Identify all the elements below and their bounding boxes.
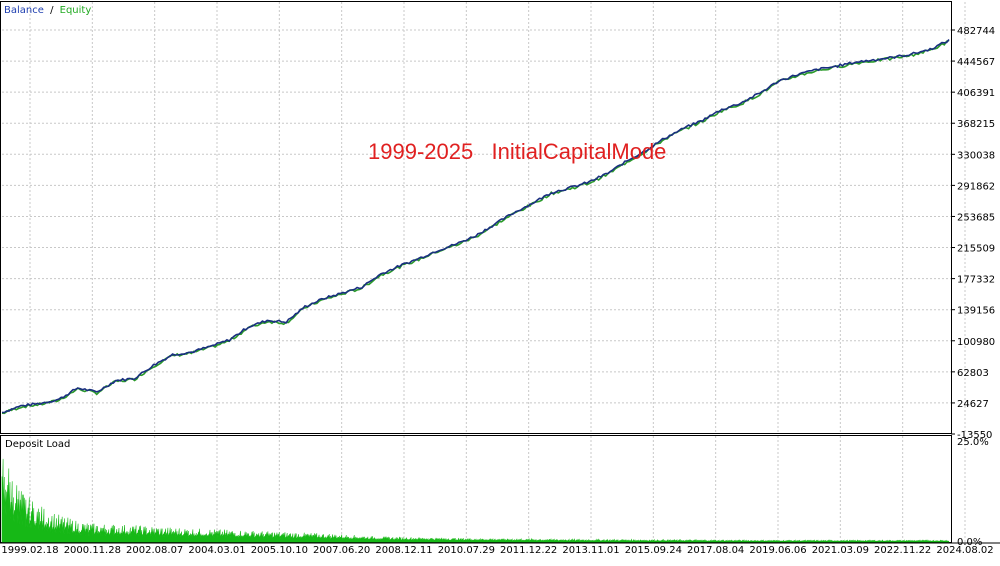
series-balance-line <box>1 39 950 414</box>
y-tick-label: -13550 <box>957 430 992 441</box>
y-tick-label: 368215 <box>957 119 995 130</box>
y-tick-label: 444567 <box>957 57 995 68</box>
legend-separator: / <box>50 5 54 16</box>
x-tick-label: 2015.09.24 <box>625 545 682 556</box>
deposit-load-title: Deposit Load <box>5 439 70 450</box>
y-tick-label: 62803 <box>957 368 989 379</box>
deposit-load-area <box>1 458 950 543</box>
main-panel-frame <box>0 1 952 434</box>
legend-balance: Balance <box>4 5 44 16</box>
x-tick-label: 2000.11.28 <box>64 545 121 556</box>
x-tick-label: 2021.03.09 <box>812 545 869 556</box>
x-tick-label: 2019.06.06 <box>749 545 806 556</box>
x-tick-label: 2002.08.07 <box>126 545 183 556</box>
legend: Balance / Equity <box>4 5 91 16</box>
x-tick-label: 2008.12.11 <box>375 545 432 556</box>
y-tick-label: 100980 <box>957 337 995 348</box>
x-tick-label: 2022.11.22 <box>874 545 931 556</box>
x-tick-label: 2017.08.04 <box>687 545 744 556</box>
y-tick-label: 177332 <box>957 275 995 286</box>
y-tick-label: 406391 <box>957 88 995 99</box>
x-tick-label: 2010.07.29 <box>438 545 495 556</box>
x-tick-label: 1999.02.18 <box>1 545 58 556</box>
y-tick-label: 291862 <box>957 181 995 192</box>
chart-annotation: 1999-2025 InitialCapitalMode <box>368 139 666 164</box>
y-tick-label: 482744 <box>957 26 995 37</box>
x-tick-label: 2011.12.22 <box>500 545 557 556</box>
y-tick-label: 139156 <box>957 306 995 317</box>
x-tick-label: 2024.08.02 <box>936 545 993 556</box>
x-tick-label: 2004.03.01 <box>188 545 245 556</box>
y-axis: 482744 444567 406391 368215 330038 291862 2536… <box>951 26 995 441</box>
x-tick-label: 2013.11.01 <box>562 545 619 556</box>
deposit-y-tick-label: 25.0% <box>957 437 989 448</box>
deposit-load-fill <box>1 458 950 543</box>
x-tick-label: 2007.06.20 <box>313 545 370 556</box>
x-tick-label: 2005.10.10 <box>251 545 308 556</box>
series-lines <box>1 39 950 415</box>
y-tick-label: 330038 <box>957 150 995 161</box>
legend-equity: Equity <box>60 5 92 16</box>
y-tick-label: 253685 <box>957 212 995 223</box>
x-axis: 1999.02.18 2000.11.28 2002.08.07 2004.03.01… <box>0 542 1000 556</box>
y-tick-label: 24627 <box>957 399 989 410</box>
y-tick-label: 215509 <box>957 244 995 255</box>
grid-lines <box>2 2 966 542</box>
